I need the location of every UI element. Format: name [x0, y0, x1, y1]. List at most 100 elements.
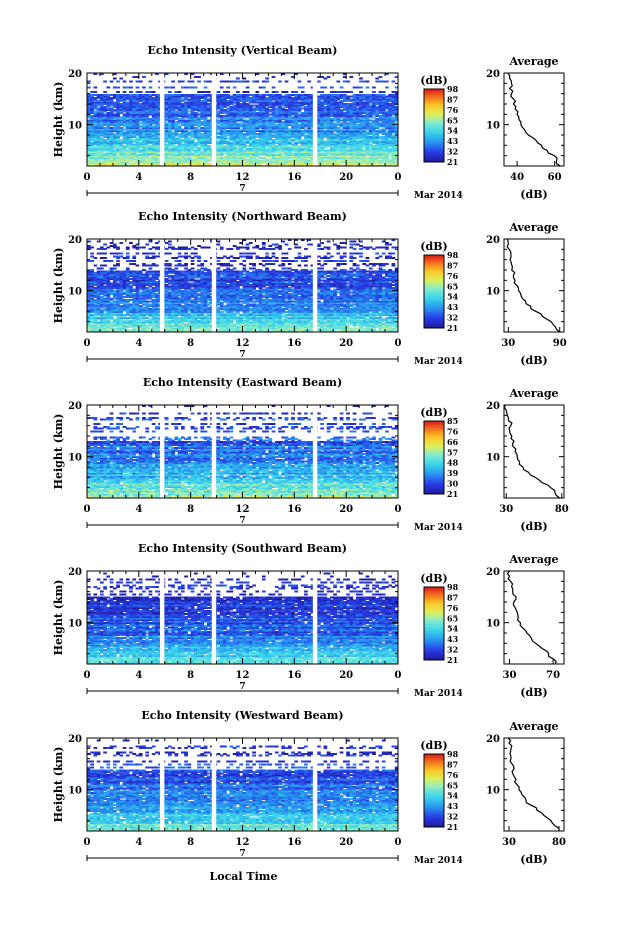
heatmap-cell	[203, 119, 208, 122]
heatmap-cell	[365, 142, 370, 144]
heatmap-cell	[333, 152, 337, 155]
heatmap-cell	[229, 127, 234, 129]
heatmap-cell	[232, 113, 237, 116]
heatmap-cell	[375, 146, 380, 149]
heatmap-cell	[239, 113, 243, 116]
heatmap-cell	[333, 115, 337, 117]
heatmap-cell	[248, 149, 253, 152]
heatmap-cell	[326, 76, 331, 78]
heatmap-cell	[119, 121, 124, 123]
heatmap-cell	[177, 137, 182, 140]
heatmap-cell	[145, 148, 150, 150]
heatmap-cell	[229, 154, 234, 156]
heatmap-cell	[236, 125, 240, 128]
heatmap-cell	[132, 124, 137, 126]
heatmap-cell	[99, 154, 104, 156]
heatmap-cell	[177, 113, 182, 116]
heatmap-cell	[278, 139, 282, 141]
heatmap-cell	[193, 130, 198, 132]
heatmap-cell	[151, 146, 156, 149]
heatmap-cell	[268, 136, 273, 138]
heatmap-cell	[329, 94, 334, 96]
heatmap-cell	[125, 157, 130, 159]
heatmap-cell	[381, 151, 386, 153]
heatmap-cell	[239, 122, 243, 125]
heatmap-cell	[326, 140, 331, 143]
heatmap-cell	[339, 157, 344, 159]
heatmap-cell	[122, 118, 127, 120]
heatmap-cell	[304, 134, 308, 137]
heatmap-cell	[112, 109, 117, 111]
heatmap-cell	[359, 80, 363, 83]
heatmap-cell	[187, 154, 192, 156]
heatmap-cell	[349, 152, 354, 155]
heatmap-cell	[135, 116, 140, 119]
heatmap-cell	[265, 154, 269, 156]
heatmap-cell	[359, 155, 363, 158]
heatmap-cell	[197, 125, 201, 128]
heatmap-cell	[148, 128, 153, 131]
heatmap-cell	[132, 130, 137, 132]
heatmap-cell	[307, 121, 312, 123]
heatmap-cell	[109, 115, 114, 117]
heatmap-cell	[329, 86, 334, 89]
heatmap-cell	[385, 116, 389, 119]
heatmap-cell	[87, 116, 91, 119]
heatmap-cell	[216, 143, 221, 146]
heatmap-cell	[180, 122, 185, 125]
heatmap-cell	[148, 110, 153, 113]
heatmap-cell	[116, 113, 120, 116]
heatmap-cell	[255, 112, 260, 114]
heatmap-cell	[375, 113, 380, 116]
heatmap-cell	[223, 124, 227, 126]
heatmap-cell	[385, 158, 389, 161]
heatmap-cell	[294, 131, 299, 134]
heatmap-cell	[87, 112, 91, 114]
heatmap-cell	[333, 140, 337, 143]
heatmap-cell	[271, 101, 276, 104]
heatmap-cell	[90, 130, 94, 132]
heatmap-cell	[232, 160, 237, 162]
heatmap-cell	[112, 125, 117, 128]
heatmap-cell	[388, 131, 393, 134]
heatmap-cell	[381, 116, 386, 119]
heatmap-cell	[355, 161, 360, 164]
heatmap-cell	[242, 80, 247, 83]
heatmap-cell	[174, 157, 179, 159]
heatmap-cell	[310, 137, 315, 140]
heatmap-cell	[258, 137, 263, 140]
heatmap-cell	[99, 118, 104, 120]
heatmap-cell	[142, 154, 146, 156]
heatmap-cell	[278, 136, 282, 138]
heatmap-cell	[281, 115, 286, 117]
heatmap-cell	[378, 125, 383, 128]
heatmap-cell	[99, 158, 104, 161]
heatmap-cell	[232, 148, 237, 150]
heatmap-cell	[278, 134, 282, 137]
heatmap-cell	[93, 160, 98, 162]
heatmap-cell	[394, 155, 399, 158]
heatmap-cell	[99, 143, 104, 146]
avg-profile-line	[507, 72, 561, 167]
heatmap-cell	[339, 142, 344, 144]
heatmap-cell	[109, 118, 114, 120]
heatmap-cell	[381, 118, 386, 120]
heatmap-cell	[336, 154, 341, 156]
heatmap-cell	[99, 149, 104, 152]
heatmap-cell	[112, 154, 117, 156]
heatmap-cell	[394, 148, 399, 150]
heatmap-cell	[180, 134, 185, 137]
heatmap-cell	[229, 145, 234, 147]
heatmap-cell	[278, 112, 282, 114]
heatmap-cell	[245, 113, 250, 116]
heatmap-cell	[323, 124, 328, 126]
heatmap-cell	[307, 124, 312, 126]
heatmap-cell	[223, 109, 227, 111]
heatmap-cell	[317, 133, 321, 135]
heatmap-cell	[129, 113, 133, 116]
heatmap-cell	[281, 128, 286, 131]
heatmap-cell	[287, 118, 292, 120]
heatmap-cell	[174, 146, 179, 149]
heatmap-cell	[109, 148, 114, 150]
heatmap-cell	[125, 130, 130, 132]
